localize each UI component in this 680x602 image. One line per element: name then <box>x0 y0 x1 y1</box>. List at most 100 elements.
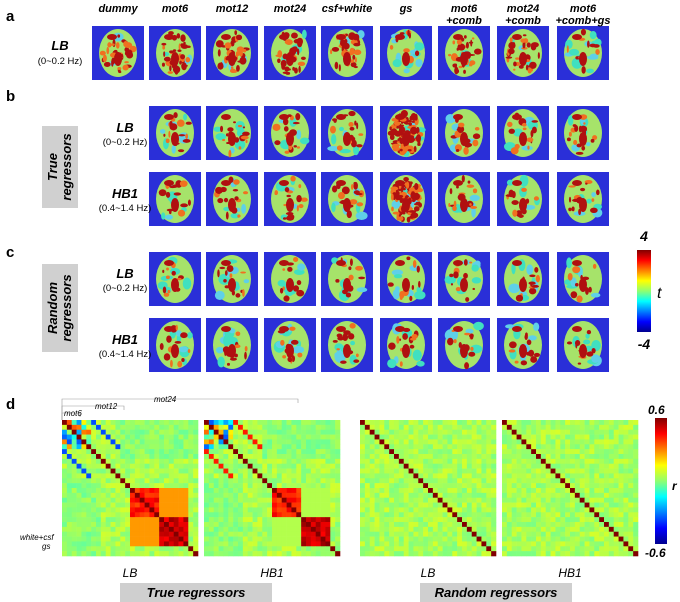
matrix-cell <box>360 483 365 488</box>
matrix-cell <box>360 454 365 459</box>
matrix-cell <box>233 449 238 454</box>
matrix-cell <box>101 483 106 488</box>
matrix-cell <box>311 459 316 464</box>
group-label: True regressors <box>147 585 246 600</box>
blob <box>576 295 582 302</box>
matrix-cell <box>135 430 140 435</box>
matrix-cell <box>238 512 243 517</box>
matrix-cell <box>531 512 536 517</box>
matrix-cell <box>193 469 198 474</box>
matrix-cell <box>370 420 375 425</box>
matrix-cell <box>633 537 638 542</box>
matrix-cell <box>628 527 633 532</box>
matrix-cell <box>272 444 277 449</box>
matrix-cell <box>209 512 214 517</box>
matrix-cell <box>111 459 116 464</box>
matrix-cell <box>619 532 624 537</box>
matrix-cell <box>379 488 384 493</box>
matrix-cell <box>481 439 486 444</box>
matrix-cell <box>536 493 541 498</box>
matrix-cell <box>115 522 120 527</box>
matrix-cell <box>130 507 135 512</box>
matrix-cell <box>125 537 130 542</box>
matrix-cell <box>86 483 91 488</box>
matrix-cell <box>296 478 301 483</box>
matrix-cell <box>486 439 491 444</box>
matrix-cell <box>257 546 262 551</box>
blob <box>412 212 416 214</box>
matrix-cell <box>81 546 86 551</box>
blob <box>173 112 177 118</box>
matrix-cell <box>183 439 188 444</box>
matrix-cell <box>335 512 340 517</box>
matrix-cell <box>619 420 624 425</box>
matrix-cell <box>609 512 614 517</box>
matrix-cell <box>67 420 72 425</box>
matrix-cell <box>277 425 282 430</box>
blob <box>333 119 336 123</box>
matrix-cell <box>277 503 282 508</box>
matrix-cell <box>183 469 188 474</box>
matrix-cell <box>521 507 526 512</box>
matrix-cell <box>589 454 594 459</box>
matrix-cell <box>272 430 277 435</box>
blob <box>291 33 298 39</box>
matrix-cell <box>67 541 72 546</box>
matrix-cell <box>599 551 604 556</box>
matrix-cell <box>565 435 570 440</box>
matrix-cell <box>555 493 560 498</box>
matrix-cell <box>238 541 243 546</box>
brain-map <box>92 26 144 80</box>
matrix-cell <box>614 522 619 527</box>
matrix-cell <box>452 498 457 503</box>
blob <box>357 287 368 292</box>
matrix-cell <box>517 444 522 449</box>
matrix-cell <box>154 522 159 527</box>
matrix-cell <box>555 522 560 527</box>
blob <box>567 45 569 53</box>
matrix-cell <box>375 439 380 444</box>
matrix-cell <box>389 512 394 517</box>
matrix-cell <box>379 459 384 464</box>
matrix-cell <box>507 527 512 532</box>
matrix-cell <box>219 517 224 522</box>
blob <box>226 212 229 220</box>
matrix-cell <box>604 478 609 483</box>
matrix-cell <box>101 551 106 556</box>
matrix-cell <box>389 493 394 498</box>
matrix-cell <box>452 507 457 512</box>
matrix-cell <box>183 420 188 425</box>
blob <box>534 196 539 200</box>
blob <box>356 144 362 147</box>
row-band: (0~0.2 Hz) <box>85 283 165 294</box>
matrix-cell <box>149 464 154 469</box>
matrix-cell <box>91 517 96 522</box>
matrix-cell <box>154 517 159 522</box>
matrix-cell <box>486 488 491 493</box>
matrix-cell <box>491 469 496 474</box>
matrix-cell <box>517 532 522 537</box>
matrix-cell <box>394 464 399 469</box>
matrix-cell <box>531 551 536 556</box>
matrix-cell <box>599 430 604 435</box>
matrix-cell <box>575 425 580 430</box>
blob <box>356 212 368 220</box>
matrix-cell <box>287 507 292 512</box>
matrix-cell <box>72 541 77 546</box>
matrix-cell <box>111 483 116 488</box>
matrix-cell <box>120 541 125 546</box>
matrix-cell <box>257 537 262 542</box>
blob <box>243 191 248 194</box>
matrix-cell <box>555 439 560 444</box>
matrix-cell <box>106 430 111 435</box>
matrix-cell <box>589 532 594 537</box>
blob <box>472 277 481 283</box>
matrix-cell <box>169 551 174 556</box>
matrix-cell <box>159 512 164 517</box>
blob <box>221 114 231 120</box>
matrix-cell <box>219 532 224 537</box>
matrix-cell <box>77 507 82 512</box>
matrix-cell <box>423 546 428 551</box>
matrix-cell <box>614 449 619 454</box>
matrix-cell <box>101 541 106 546</box>
